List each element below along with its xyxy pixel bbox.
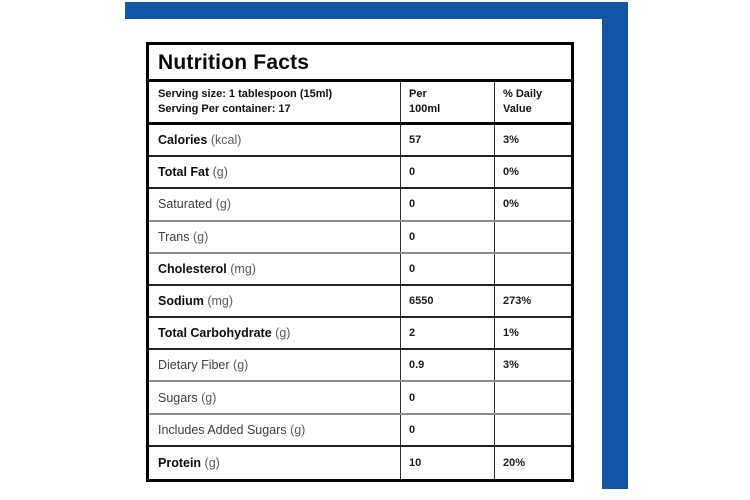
nutrient-daily-value: 273% [494, 285, 571, 317]
servings-per-container-text: Serving Per container: 17 [158, 102, 291, 115]
nutrient-label: Protein (g) [149, 456, 400, 470]
nutrient-label: Calories (kcal) [149, 133, 400, 147]
nutrient-daily-value [494, 253, 571, 284]
nutrient-label: Includes Added Sugars (g) [149, 423, 400, 437]
nutrient-unit: (g) [201, 390, 217, 405]
nutrient-daily-value [494, 221, 571, 252]
nutrient-name: Total Fat [158, 165, 210, 180]
nutrient-amount: 0 [400, 157, 494, 188]
nutrient-unit: (g) [204, 455, 220, 470]
serving-info: Serving size: 1 tablespoon (15ml) Servin… [149, 87, 400, 117]
nutrient-name: Saturated [158, 197, 213, 212]
column-header-per-100ml: Per 100ml [400, 81, 494, 122]
nutrient-name: Includes Added Sugars [158, 422, 287, 437]
nutrient-amount: 0 [400, 189, 494, 220]
nutrient-label: Total Fat (g) [149, 165, 400, 179]
nutrient-daily-value [494, 414, 571, 445]
nutrition-facts-label: Nutrition Facts Serving size: 1 tablespo… [146, 42, 574, 482]
nutrient-label: Dietary Fiber (g) [149, 358, 400, 372]
table-row: Dietary Fiber (g) 0.9 3% [149, 350, 571, 383]
nutrient-amount: 10 [400, 446, 494, 479]
table-row: Trans (g) 0 [149, 221, 571, 254]
nutrient-unit: (mg) [207, 293, 234, 308]
nutrient-rows: Calories (kcal) 57 3% Total Fat (g) 0 0%… [149, 124, 571, 479]
nutrient-daily-value [494, 382, 571, 413]
nutrient-name: Cholesterol [158, 261, 227, 276]
accent-bar-top [125, 2, 628, 19]
nutrient-label: Trans (g) [149, 230, 400, 244]
table-row: Cholesterol (mg) 0 [149, 253, 571, 286]
nutrient-name: Sodium [158, 293, 204, 308]
nutrient-unit: (mg) [230, 261, 256, 276]
nutrient-amount: 0 [400, 382, 494, 413]
table-row: Protein (g) 10 20% [149, 446, 571, 479]
nutrient-name: Dietary Fiber [158, 358, 230, 373]
table-row: Sugars (g) 0 [149, 382, 571, 415]
nutrient-amount: 6550 [400, 285, 494, 317]
table-row: Saturated (g) 0 0% [149, 189, 571, 222]
nutrient-name: Protein [158, 455, 202, 470]
nutrient-label: Total Carbohydrate (g) [149, 326, 400, 340]
nutrient-unit: (g) [233, 358, 249, 373]
nutrient-unit: (g) [290, 422, 306, 437]
nutrient-label: Sodium (mg) [149, 294, 400, 308]
nutrient-unit: (g) [212, 165, 228, 180]
label-title-box: Nutrition Facts [149, 45, 571, 82]
accent-bar-right [602, 2, 628, 489]
table-row: Includes Added Sugars (g) 0 [149, 414, 571, 447]
serving-info-row: Serving size: 1 tablespoon (15ml) Servin… [149, 81, 571, 125]
nutrient-amount: 0 [400, 253, 494, 284]
serving-size-text: Serving size: 1 tablespoon (15ml) [158, 88, 333, 101]
nutrient-unit: (kcal) [210, 133, 242, 148]
nutrient-daily-value: 1% [494, 318, 571, 349]
table-row: Total Fat (g) 0 0% [149, 157, 571, 190]
nutrient-name: Total Carbohydrate [158, 326, 272, 341]
nutrient-amount: 0 [400, 414, 494, 445]
nutrient-unit: (g) [275, 326, 291, 341]
nutrient-amount: 0 [400, 221, 494, 252]
nutrient-amount: 0.9 [400, 350, 494, 381]
table-row: Total Carbohydrate (g) 2 1% [149, 318, 571, 351]
nutrient-daily-value: 3% [494, 350, 571, 381]
nutrient-label: Sugars (g) [149, 391, 400, 405]
nutrient-daily-value: 20% [494, 446, 571, 479]
label-title: Nutrition Facts [158, 50, 310, 74]
nutrient-daily-value: 0% [494, 189, 571, 220]
nutrient-amount: 2 [400, 318, 494, 349]
nutrient-name: Sugars [158, 390, 198, 405]
nutrient-daily-value: 0% [494, 157, 571, 188]
nutrient-amount: 57 [400, 124, 494, 156]
nutrient-unit: (g) [215, 197, 231, 212]
nutrient-daily-value: 3% [494, 124, 571, 156]
column-header-daily-value: % Daily Value [494, 81, 571, 122]
nutrient-unit: (g) [192, 229, 209, 244]
nutrient-label: Cholesterol (mg) [149, 262, 400, 276]
nutrient-name: Trans [158, 229, 190, 244]
table-row: Calories (kcal) 57 3% [149, 124, 571, 158]
nutrient-name: Calories [158, 133, 208, 148]
table-row: Sodium (mg) 6550 273% [149, 285, 571, 319]
nutrient-label: Saturated (g) [149, 197, 400, 211]
